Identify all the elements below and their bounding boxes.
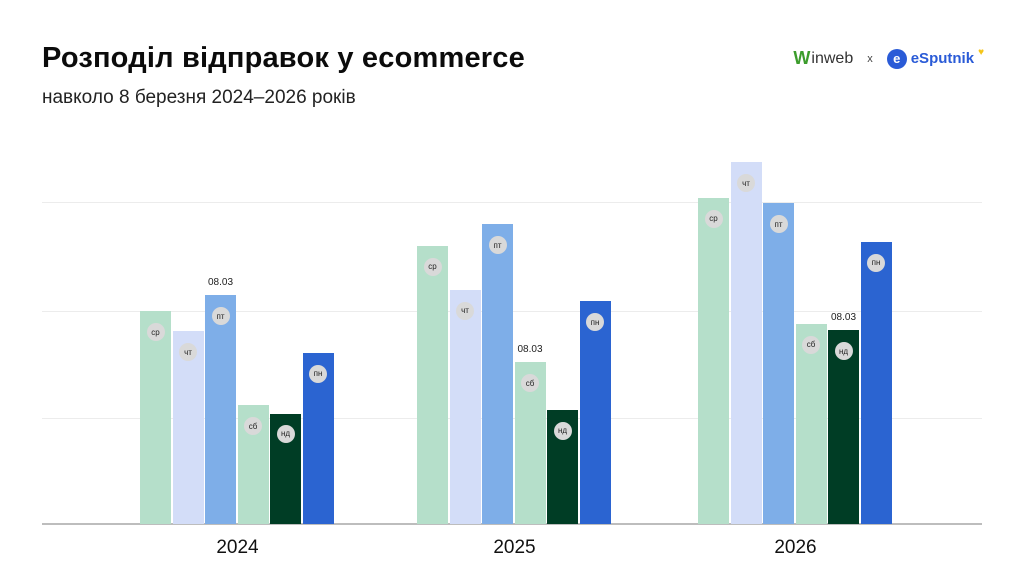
bar-2026-сб: сб	[795, 323, 827, 524]
bar-2024-пт: пт	[205, 295, 236, 524]
day-label-badge: пн	[867, 253, 885, 272]
bar-2024-ср: ср	[140, 311, 171, 524]
x-axis-label: 2024	[216, 537, 259, 558]
day-label-badge: ср	[704, 209, 723, 228]
chart-title: Розподіл відправок у ecommerce	[42, 42, 525, 74]
bar-2024-сб: сб	[237, 405, 269, 524]
date-annotation: 08.03	[207, 277, 234, 289]
day-label-badge: ср	[423, 257, 442, 276]
x-axis-label: 2025	[493, 537, 536, 558]
day-label-badge: пн	[309, 364, 327, 383]
winweb-mark-icon: W	[793, 48, 811, 68]
day-label-badge: пт	[211, 307, 230, 326]
gridline	[42, 202, 982, 203]
day-label-badge: пн	[586, 313, 604, 332]
bar-2026-пт: пт	[763, 203, 794, 524]
partner-logos: W inweb x e eSputnik ♥	[793, 47, 984, 69]
day-label-badge: нд	[834, 342, 853, 361]
bar-2025-сб: сб	[514, 362, 546, 524]
day-label-badge: сб	[802, 335, 820, 354]
bar-2025-нд: нд	[547, 409, 578, 524]
day-label-badge: пт	[769, 215, 788, 233]
day-label-badge: чт	[456, 301, 474, 320]
bar-2025-чт: чт	[449, 289, 481, 524]
day-label-badge: сб	[244, 417, 262, 436]
day-label-badge: чт	[179, 343, 197, 362]
x-axis-line	[42, 523, 982, 525]
date-annotation: 08.03	[830, 312, 857, 324]
bar-2025-пт: пт	[482, 224, 513, 524]
day-label-badge: сб	[521, 374, 539, 393]
esputnik-logo: e eSputnik ♥	[886, 47, 984, 69]
winweb-logo: W inweb	[793, 48, 854, 68]
date-annotation: 08.03	[517, 344, 543, 356]
day-label-badge: ср	[146, 323, 165, 342]
chart-subtitle: навколо 8 березня 2024–2026 років	[42, 87, 356, 108]
bar-2026-ср: ср	[698, 197, 729, 524]
day-label-badge: пт	[488, 236, 507, 255]
bar-2026-чт: чт	[730, 162, 762, 524]
x-axis-label: 2026	[774, 537, 817, 558]
bar-2024-пн: пн	[302, 352, 334, 524]
day-label-badge: нд	[276, 424, 295, 443]
day-label-badge: нд	[553, 421, 572, 440]
bar-2024-нд: нд	[270, 413, 301, 524]
bar-2026-нд: нд	[828, 330, 859, 524]
esputnik-mark-icon: e	[886, 48, 907, 69]
day-label-badge: чт	[737, 174, 755, 193]
heart-icon: ♥	[978, 47, 984, 58]
bar-2025-ср: ср	[417, 245, 448, 524]
bar-2024-чт: чт	[172, 331, 204, 524]
bar-2025-пн: пн	[579, 301, 611, 524]
bar-2026-пн: пн	[860, 241, 892, 524]
logo-separator: x	[867, 52, 873, 65]
